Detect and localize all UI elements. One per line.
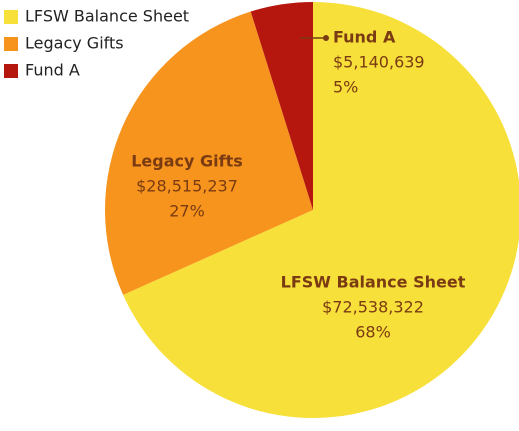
pie-slice [105,11,313,295]
pie-slice [250,1,313,210]
slice-label-name: LFSW Balance Sheet [281,273,466,292]
slice-label-percent: 68% [355,323,391,342]
slice-label-value: $28,515,237 [136,177,238,196]
slice-label-value: $5,140,639 [333,53,425,72]
legend-label: LFSW Balance Sheet [25,7,189,26]
slice-label-percent: 27% [169,202,205,221]
slice-label-name: Fund A [333,28,396,47]
slice-label-name: Legacy Gifts [131,152,243,171]
legend-swatch [4,37,18,51]
slice-label-value: $72,538,322 [322,298,424,317]
legend-label: Fund A [25,61,80,80]
leader-dot [323,35,329,41]
legend-label: Legacy Gifts [25,34,124,53]
legend-swatch [4,64,18,78]
pie-slice [123,2,519,418]
slice-label-percent: 5% [333,78,358,97]
legend-swatch [4,10,18,24]
